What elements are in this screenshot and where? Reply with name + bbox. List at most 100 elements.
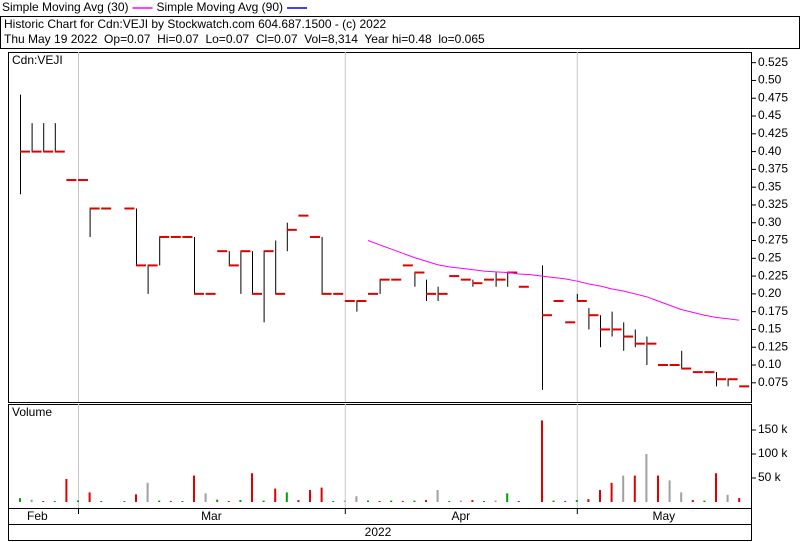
volume-bar	[239, 500, 242, 502]
x-tick-label: May	[652, 509, 675, 523]
volume-bar	[680, 492, 683, 502]
volume-bar	[425, 500, 427, 502]
y-tick-label: 0.475	[758, 90, 788, 104]
y-tick-label: 0.225	[758, 268, 788, 282]
legend-label: Simple Moving Avg (30)	[2, 0, 129, 14]
volume-bar	[459, 500, 462, 502]
volume-bar	[413, 500, 416, 502]
y-tick-label: 0.125	[758, 339, 788, 353]
volume-bar	[691, 500, 694, 502]
volume-bar	[216, 499, 219, 502]
x-tick-label: Apr	[451, 509, 470, 523]
legend-label: Simple Moving Avg (90)	[157, 0, 284, 14]
year-box	[8, 524, 752, 541]
volume-bar	[367, 500, 369, 502]
volume-bar	[332, 501, 335, 502]
volume-bar	[436, 490, 439, 502]
volume-bar	[541, 420, 543, 502]
volume-bar	[297, 500, 300, 502]
volume-bar	[575, 500, 578, 502]
volume-bar	[599, 490, 601, 502]
y-tick-label: 0.10	[758, 357, 782, 371]
volume-bar	[262, 500, 265, 502]
y-tick-label: 0.50	[758, 73, 782, 87]
y-tick-label: 0.525	[758, 55, 788, 69]
volume-bar	[494, 500, 497, 502]
volume-bar	[42, 501, 45, 502]
price-panel	[8, 52, 752, 403]
volume-bar	[343, 500, 346, 502]
volume-bar	[506, 493, 509, 502]
volume-bar	[610, 482, 613, 502]
volume-bar	[158, 500, 161, 502]
y-tick-label: 50 k	[758, 470, 782, 484]
volume-label: Volume	[12, 405, 52, 419]
volume-bar	[285, 492, 288, 502]
y-tick-label: 0.30	[758, 215, 782, 229]
volume-bar	[668, 480, 671, 502]
volume-bar	[645, 454, 648, 502]
volume-bar	[448, 501, 451, 502]
volume-bar	[19, 498, 21, 502]
volume-bar	[390, 500, 393, 502]
header-box	[0, 16, 800, 49]
y-tick-label: 0.15	[758, 322, 782, 336]
volume-bar	[564, 501, 567, 502]
volume-bar	[378, 501, 381, 502]
y-tick-label: 0.45	[758, 108, 782, 122]
volume-bar	[401, 501, 404, 502]
volume-bar	[274, 488, 277, 502]
y-tick-label: 0.375	[758, 162, 788, 176]
volume-bar	[726, 494, 729, 502]
x-axis-label: 2022	[365, 525, 392, 539]
volume-bar	[355, 496, 358, 502]
y-tick-label: 100 k	[758, 446, 788, 460]
volume-bar	[309, 490, 311, 502]
x-tick-label: Mar	[201, 509, 222, 523]
x-tick-label: Feb	[27, 509, 48, 523]
volume-bar	[320, 487, 323, 502]
y-tick-label: 0.20	[758, 286, 782, 300]
volume-bar	[65, 478, 68, 502]
volume-bar	[703, 500, 706, 502]
volume-bar	[77, 500, 79, 502]
volume-bar	[88, 492, 91, 502]
symbol-label: Cdn:VEJI	[12, 53, 63, 67]
volume-bar	[633, 475, 636, 502]
volume-bar	[552, 500, 555, 502]
volume-bar	[204, 493, 207, 502]
volume-bar	[53, 501, 56, 502]
volume-bar	[715, 473, 717, 502]
x-axis-box	[8, 508, 752, 525]
volume-bar	[193, 475, 195, 502]
volume-bar	[483, 501, 485, 502]
volume-bar	[622, 475, 625, 502]
chart-subtitle: Thu May 19 2022 Op=0.07 Hi=0.07 Lo=0.07 …	[4, 32, 485, 46]
volume-bar	[146, 482, 149, 502]
y-tick-label: 0.25	[758, 250, 782, 264]
chart-title: Historic Chart for Cdn:VEJI by Stockwatc…	[4, 17, 386, 31]
volume-bar	[587, 499, 590, 502]
volume-bar	[471, 500, 474, 502]
volume-bar	[100, 501, 103, 502]
volume-bar	[135, 494, 137, 502]
volume-panel	[8, 404, 752, 509]
volume-bar	[123, 501, 126, 502]
volume-bar	[227, 501, 230, 502]
y-tick-label: 0.35	[758, 179, 782, 193]
y-tick-label: 0.175	[758, 304, 788, 318]
volume-bar	[169, 501, 172, 502]
y-tick-label: 0.40	[758, 144, 782, 158]
y-tick-label: 0.325	[758, 197, 788, 211]
y-tick-label: 0.075	[758, 375, 788, 389]
y-tick-label: 0.425	[758, 126, 788, 140]
volume-bar	[657, 475, 659, 502]
volume-bar	[738, 498, 741, 502]
y-tick-label: 0.275	[758, 233, 788, 247]
volume-bar	[517, 501, 520, 502]
volume-bar	[251, 473, 253, 502]
volume-bar	[30, 499, 33, 502]
moving-average	[367, 240, 740, 321]
y-tick-label: 150 k	[758, 422, 788, 436]
